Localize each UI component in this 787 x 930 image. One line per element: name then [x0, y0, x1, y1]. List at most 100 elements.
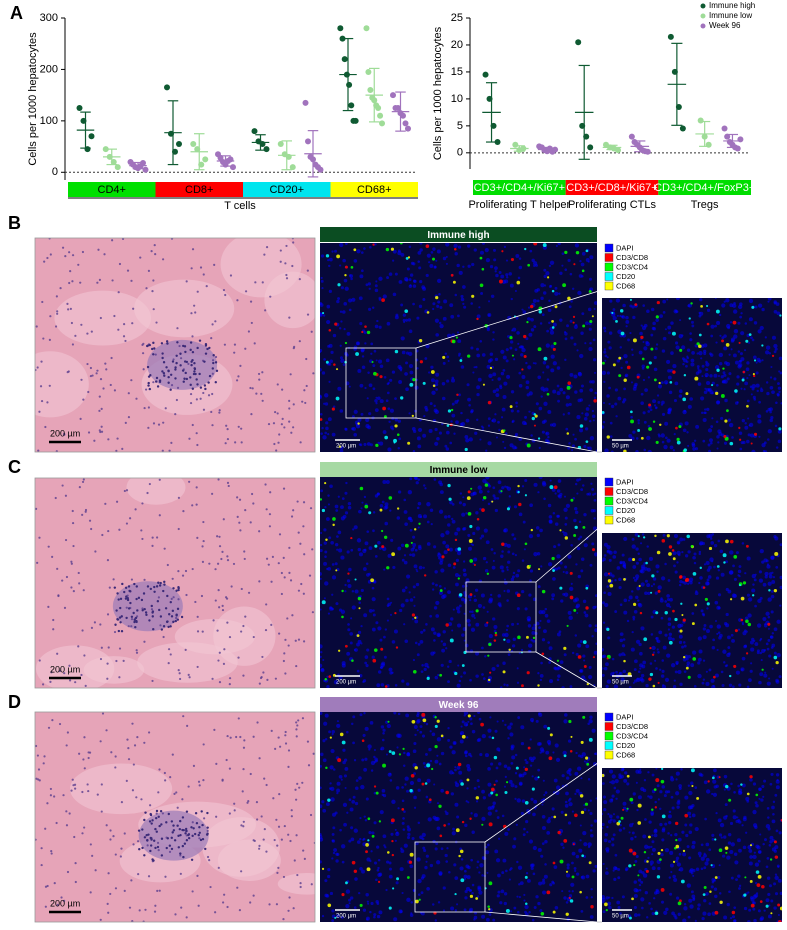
nucleus — [303, 553, 306, 556]
nucleus — [147, 381, 150, 385]
cell — [709, 537, 713, 540]
cell — [550, 344, 555, 349]
nucleus — [140, 598, 144, 602]
nucleus — [198, 339, 202, 342]
cell — [412, 302, 415, 306]
cell — [687, 582, 690, 585]
cell — [477, 737, 482, 742]
nucleus — [68, 664, 71, 667]
cell — [435, 816, 440, 822]
cell — [580, 384, 584, 388]
cell — [380, 662, 385, 668]
cell — [498, 271, 502, 274]
cell — [610, 450, 614, 452]
cell — [646, 583, 651, 588]
cell — [681, 614, 684, 617]
cell — [633, 659, 638, 664]
cell — [512, 571, 516, 575]
cell — [531, 787, 535, 791]
nucleus — [80, 323, 83, 326]
cell — [520, 345, 525, 349]
cell — [383, 844, 386, 847]
cell — [469, 889, 472, 892]
nucleus — [176, 341, 179, 344]
nucleus — [220, 557, 223, 561]
cell — [379, 508, 383, 512]
cell — [547, 641, 550, 644]
cell — [724, 361, 728, 365]
nucleus — [302, 640, 306, 643]
nucleus — [98, 278, 102, 281]
cell — [347, 505, 352, 510]
nucleus — [195, 821, 199, 825]
nucleus — [143, 741, 146, 744]
cell — [443, 299, 448, 304]
y-tick-label: 100 — [40, 115, 58, 127]
cell — [341, 860, 345, 864]
cell — [439, 834, 443, 838]
cell — [771, 354, 775, 358]
cell — [516, 409, 520, 413]
cell — [494, 849, 499, 854]
cell — [696, 352, 699, 355]
cell — [573, 374, 578, 379]
cell — [326, 675, 329, 678]
cell — [694, 376, 699, 381]
cell — [524, 758, 527, 762]
cell — [675, 310, 679, 314]
nucleus — [289, 579, 293, 582]
cell — [417, 821, 421, 825]
cell — [606, 657, 609, 660]
cell — [746, 404, 749, 408]
nucleus — [196, 615, 199, 618]
nucleus — [152, 381, 155, 384]
cell — [394, 424, 398, 428]
cell — [535, 621, 540, 626]
nucleus — [66, 731, 69, 734]
nucleus — [155, 585, 159, 588]
cell — [611, 574, 615, 578]
cell — [590, 834, 594, 838]
cell — [392, 565, 396, 570]
nucleus — [151, 290, 154, 293]
cell — [570, 498, 574, 502]
cell — [390, 832, 394, 836]
nucleus — [114, 853, 117, 856]
cell — [563, 592, 569, 597]
cell — [481, 789, 485, 794]
cell — [629, 304, 633, 308]
cell — [569, 899, 574, 903]
nucleus — [89, 374, 92, 378]
cell — [665, 603, 671, 608]
cell — [376, 914, 381, 919]
cell — [564, 804, 569, 808]
cell — [422, 846, 426, 850]
cell — [669, 380, 673, 384]
cell — [416, 713, 420, 718]
cell — [582, 484, 585, 487]
cell — [551, 807, 555, 811]
cell — [776, 311, 781, 316]
cell — [450, 420, 453, 423]
cell — [697, 367, 700, 370]
cell — [364, 325, 367, 328]
nucleus — [163, 771, 166, 775]
cell — [552, 361, 557, 366]
data-point — [317, 166, 324, 173]
channel-label: CD3/CD4 — [616, 262, 648, 271]
cell — [689, 580, 693, 585]
cell — [517, 490, 520, 494]
cell — [343, 822, 347, 827]
cell — [371, 655, 375, 659]
cell — [583, 444, 587, 449]
cell — [776, 619, 781, 624]
nucleus — [86, 362, 89, 366]
cell — [706, 534, 711, 539]
cell — [430, 365, 434, 369]
cell — [748, 341, 751, 344]
cell — [549, 883, 553, 887]
cell — [660, 381, 664, 385]
nucleus — [242, 746, 246, 749]
nucleus — [136, 609, 139, 612]
cell — [337, 386, 342, 391]
